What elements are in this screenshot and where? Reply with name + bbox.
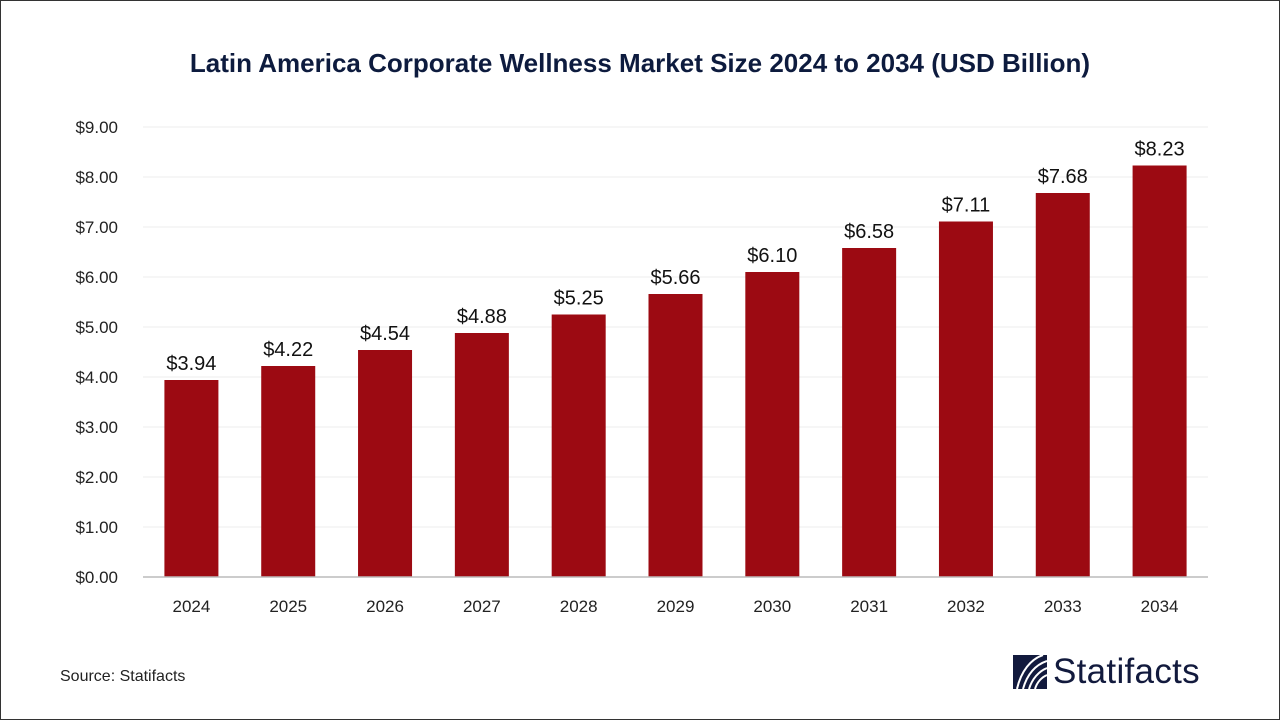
statifacts-logo-icon <box>1013 655 1047 689</box>
data-label: $6.10 <box>747 245 797 267</box>
x-tick-label: 2029 <box>657 597 695 616</box>
x-tick-label: 2027 <box>463 597 501 616</box>
y-tick-label: $8.00 <box>75 168 118 187</box>
x-tick-label: 2028 <box>560 597 598 616</box>
data-label: $7.11 <box>942 195 991 217</box>
x-tick-label: 2033 <box>1044 597 1082 616</box>
bar <box>1132 165 1187 577</box>
y-tick-label: $3.00 <box>75 418 118 437</box>
y-tick-label: $6.00 <box>75 268 118 287</box>
x-tick-label: 2032 <box>947 597 985 616</box>
data-label: $6.58 <box>844 221 894 243</box>
bar <box>358 350 413 577</box>
bar <box>551 314 606 577</box>
chart-title: Latin America Corporate Wellness Market … <box>189 48 1091 78</box>
x-tick-label: 2024 <box>172 597 210 616</box>
data-label: $4.22 <box>263 339 313 361</box>
logo-text: Statifacts <box>1053 652 1200 691</box>
bar <box>648 294 703 577</box>
y-tick-label: $0.00 <box>75 568 118 587</box>
x-tick-label: 2025 <box>269 597 307 616</box>
bar <box>261 366 316 577</box>
data-label: $4.88 <box>457 306 507 328</box>
data-label: $5.25 <box>554 288 604 310</box>
statifacts-logo: Statifacts <box>1013 652 1200 692</box>
y-tick-label: $5.00 <box>75 318 118 337</box>
data-label: $8.23 <box>1135 139 1185 161</box>
x-tick-label: 2031 <box>850 597 888 616</box>
bar <box>1035 193 1090 577</box>
bar <box>938 221 993 577</box>
bar <box>164 380 219 577</box>
x-tick-label: 2034 <box>1141 597 1179 616</box>
y-tick-label: $7.00 <box>75 218 118 237</box>
data-label: $5.66 <box>650 267 700 289</box>
y-tick-label: $2.00 <box>75 468 118 487</box>
data-label: $4.54 <box>360 323 410 345</box>
bar <box>842 248 897 577</box>
bar <box>745 272 800 577</box>
x-tick-label: 2026 <box>366 597 404 616</box>
y-tick-label: $4.00 <box>75 368 118 387</box>
y-tick-label: $9.00 <box>75 118 118 137</box>
x-tick-label: 2030 <box>753 597 791 616</box>
source-note: Source: Statifacts <box>60 668 186 685</box>
data-label: $7.68 <box>1038 166 1088 188</box>
data-label: $3.94 <box>166 353 216 375</box>
y-tick-label: $1.00 <box>75 518 118 537</box>
bar <box>454 333 509 577</box>
